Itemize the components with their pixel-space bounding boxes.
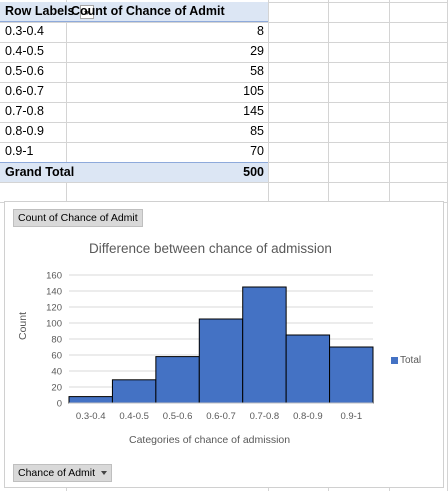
row-labels-filter-button[interactable] <box>80 5 94 19</box>
pivot-row[interactable]: 0.4-0.5 29 <box>0 42 268 62</box>
grand-total-value: 500 <box>243 165 264 179</box>
histogram-bar <box>329 346 374 404</box>
row-gridline <box>0 102 448 103</box>
pivot-row-label: 0.7-0.8 <box>5 104 44 118</box>
histogram-bar <box>198 318 244 404</box>
legend-label: Total <box>400 355 422 366</box>
pivot-row-label: 0.6-0.7 <box>5 84 44 98</box>
chart-legend: Total <box>391 355 421 366</box>
row-gridline <box>0 122 448 123</box>
row-gridline <box>0 182 448 183</box>
y-axis-title: Count <box>17 311 29 340</box>
histogram-bar <box>111 379 157 404</box>
pivot-row[interactable]: 0.3-0.4 8 <box>0 22 268 42</box>
pivot-row[interactable]: 0.6-0.7 105 <box>0 82 268 102</box>
plot-area: 0 20 40 60 80 100 120 140 160 0.3-0.4 0.4-0.5 0.5-0… <box>46 271 374 422</box>
histogram-bar <box>155 356 200 404</box>
pivot-row-label: 0.8-0.9 <box>5 124 44 138</box>
pivot-row-value: 105 <box>243 84 264 98</box>
axis-field-button[interactable]: Chance of Admit <box>13 464 113 482</box>
y-tick-label: 60 <box>51 351 62 362</box>
chevron-down-icon <box>101 471 108 476</box>
value-field-button[interactable]: Count of Chance of Admit <box>13 209 143 227</box>
histogram-bar <box>242 286 287 404</box>
grand-total-row[interactable]: Grand Total 500 <box>0 162 268 182</box>
pivot-row-value: 85 <box>250 124 264 138</box>
legend-swatch <box>391 356 398 364</box>
y-tick-label: 160 <box>46 271 62 282</box>
pivot-row-value: 58 <box>250 64 264 78</box>
y-tick-label: 40 <box>51 367 62 378</box>
axis-field-button-label: Chance of Admit <box>18 467 96 479</box>
y-tick-label: 80 <box>51 335 62 346</box>
pivot-row-label: 0.3-0.4 <box>5 24 44 38</box>
pivot-row[interactable]: 0.7-0.8 145 <box>0 102 268 122</box>
pivot-row-value: 29 <box>250 44 264 58</box>
row-gridline <box>0 22 448 23</box>
row-labels-header[interactable]: Row Labels <box>5 4 75 18</box>
y-tick-label: 140 <box>46 287 62 298</box>
x-tick-label: 0.9-1 <box>340 411 362 422</box>
pivot-row-value: 70 <box>250 144 264 158</box>
value-field-header[interactable]: Count of Chance of Admit <box>71 4 225 18</box>
value-field-button-label: Count of Chance of Admit <box>18 212 138 224</box>
pivot-row[interactable]: 0.8-0.9 85 <box>0 122 268 142</box>
x-tick-label: 0.5-0.6 <box>163 411 193 422</box>
pivot-row[interactable]: 0.5-0.6 58 <box>0 62 268 82</box>
y-tick-label: 120 <box>46 303 62 314</box>
chart-title: Difference between chance of admission <box>89 241 332 256</box>
row-gridline <box>0 42 448 43</box>
pivot-row-value: 145 <box>243 104 264 118</box>
x-tick-label: 0.3-0.4 <box>76 411 106 422</box>
pivot-row-value: 8 <box>257 24 264 38</box>
x-tick-label: 0.7-0.8 <box>250 411 280 422</box>
pivot-row-label: 0.5-0.6 <box>5 64 44 78</box>
histogram-bar <box>68 396 113 404</box>
x-tick-label: 0.8-0.9 <box>293 411 323 422</box>
pivot-chart[interactable]: Count of Chance of Admit Difference betw… <box>4 201 444 488</box>
grand-total-label: Grand Total <box>5 165 75 179</box>
pivot-row-label: 0.4-0.5 <box>5 44 44 58</box>
histogram-bar <box>285 334 331 404</box>
y-tick-label: 100 <box>46 319 62 330</box>
x-axis-title: Categories of chance of admission <box>129 434 291 446</box>
row-gridline <box>0 62 448 63</box>
y-tick-label: 20 <box>51 383 62 394</box>
x-tick-label: 0.6-0.7 <box>206 411 236 422</box>
y-tick-label: 0 <box>57 399 62 410</box>
pivot-row-label: 0.9-1 <box>5 144 34 158</box>
x-tick-label: 0.4-0.5 <box>119 411 149 422</box>
pivot-header-row: Row Labels Count of Chance of Admit <box>0 2 268 22</box>
row-gridline <box>0 82 448 83</box>
pivot-row[interactable]: 0.9-1 70 <box>0 142 268 162</box>
row-gridline <box>0 142 448 143</box>
